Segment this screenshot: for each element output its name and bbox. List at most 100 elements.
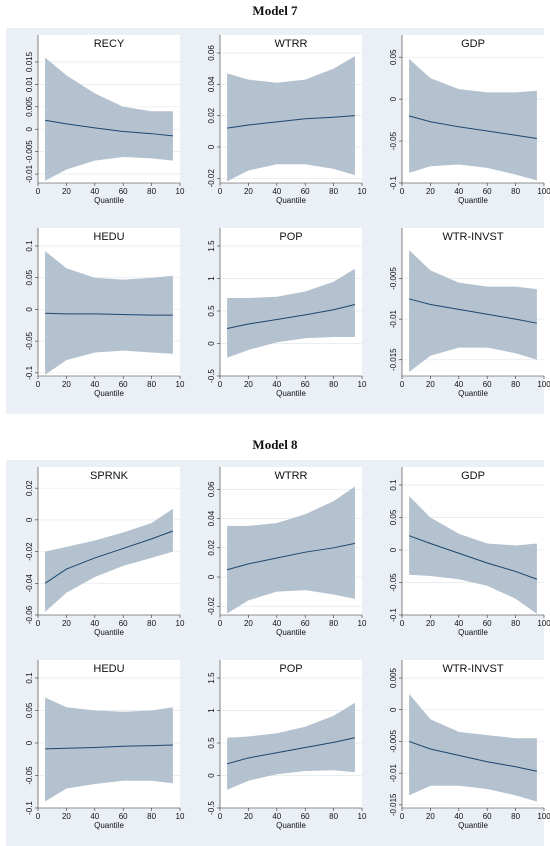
- panel-title: WTRR: [275, 38, 308, 50]
- estimate-line: [45, 744, 173, 750]
- y-tick-label: 0.005: [25, 96, 34, 117]
- x-axis-label: Quantile: [458, 389, 488, 398]
- x-tick-label: 60: [119, 380, 128, 389]
- confidence-band: [45, 57, 173, 181]
- x-tick-label: 80: [329, 812, 338, 821]
- confidence-band: [45, 251, 173, 375]
- x-tick-label: 40: [272, 380, 281, 389]
- y-tick-label: 0.02: [25, 480, 34, 496]
- estimate-line: [226, 737, 356, 765]
- x-tick-label: 10: [176, 380, 185, 389]
- panel-title: SPRNK: [90, 470, 129, 482]
- x-tick-label: 60: [301, 619, 310, 628]
- y-tick-label: 0: [207, 574, 216, 579]
- y-tick-label: -0.1: [25, 801, 34, 815]
- x-axis-label: Quantile: [94, 389, 124, 398]
- y-tick-label: 0: [25, 517, 34, 522]
- y-tick-label: 0.1: [25, 672, 34, 684]
- x-axis-label: Quantile: [458, 628, 488, 637]
- x-tick-label: 80: [329, 619, 338, 628]
- x-tick-label: 60: [119, 187, 128, 196]
- x-tick-label: 100: [537, 619, 550, 628]
- x-tick-label: 100: [537, 380, 550, 389]
- y-tick-label: -0.1: [389, 176, 398, 190]
- confidence-band: [227, 702, 355, 790]
- y-tick-label: 0.05: [25, 702, 34, 718]
- y-tick-label: -0.005: [25, 140, 34, 163]
- x-tick-label: 20: [62, 187, 71, 196]
- y-tick-label: -0.01: [389, 763, 398, 782]
- x-tick-label: 40: [90, 619, 99, 628]
- y-tick-label: -0.06: [25, 605, 34, 624]
- x-tick-label: 100: [537, 812, 550, 821]
- estimate-line: [408, 298, 537, 324]
- y-tick-label: -0.5: [207, 369, 216, 383]
- x-tick-label: 80: [511, 619, 520, 628]
- y-tick-label: 0.005: [389, 667, 398, 688]
- y-tick-label: 0.04: [207, 76, 216, 92]
- y-tick-label: 0: [25, 126, 34, 131]
- panel-title: WTR-INVST: [442, 231, 503, 243]
- x-tick-label: 0: [36, 380, 41, 389]
- x-tick-label: 40: [90, 380, 99, 389]
- y-tick-label: 0.02: [207, 539, 216, 555]
- x-tick-label: 40: [90, 812, 99, 821]
- x-tick-label: 60: [483, 380, 492, 389]
- y-tick-label: -0.1: [389, 608, 398, 622]
- y-tick-label: 0.04: [207, 510, 216, 526]
- panel-title: RECY: [94, 38, 125, 50]
- confidence-band: [45, 508, 173, 612]
- x-tick-label: 10: [176, 619, 185, 628]
- x-tick-label: 20: [426, 812, 435, 821]
- x-tick-label: 60: [119, 812, 128, 821]
- estimate-line: [408, 740, 538, 772]
- x-tick-label: 80: [147, 187, 156, 196]
- y-tick-label: -0.01: [389, 309, 398, 328]
- y-tick-label: -0.02: [207, 597, 216, 616]
- x-axis-label: Quantile: [276, 196, 306, 205]
- estimate-line: [226, 304, 356, 330]
- y-tick-label: -0.05: [25, 331, 34, 350]
- x-tick-label: 40: [272, 812, 281, 821]
- x-tick-label: 80: [147, 619, 156, 628]
- y-tick-label: -0.05: [389, 573, 398, 592]
- panel-title: POP: [279, 663, 302, 675]
- x-tick-label: 20: [244, 380, 253, 389]
- panel-title: GDP: [461, 38, 485, 50]
- y-tick-label: 1: [207, 708, 216, 713]
- estimate-line: [226, 542, 356, 571]
- y-tick-label: -0.005: [389, 267, 398, 290]
- x-tick-label: 0: [400, 187, 405, 196]
- x-tick-label: 0: [36, 619, 41, 628]
- model-heading: Model 8: [252, 437, 298, 452]
- x-tick-label: 60: [483, 619, 492, 628]
- model-heading: Model 7: [252, 3, 298, 18]
- x-tick-label: 10: [358, 812, 367, 821]
- x-tick-label: 60: [483, 187, 492, 196]
- y-tick-label: -0.005: [389, 730, 398, 753]
- x-tick-label: 80: [511, 812, 520, 821]
- x-tick-label: 10: [176, 187, 185, 196]
- y-tick-label: 0.06: [207, 45, 216, 61]
- estimate-line: [408, 535, 538, 580]
- y-tick-label: 0: [25, 307, 34, 312]
- x-tick-label: 10: [358, 619, 367, 628]
- confidence-band: [409, 693, 537, 802]
- x-axis-label: Quantile: [276, 628, 306, 637]
- panel-title: GDP: [461, 470, 485, 482]
- y-tick-label: 0: [207, 341, 216, 346]
- x-axis-label: Quantile: [94, 196, 124, 205]
- x-tick-label: 60: [483, 812, 492, 821]
- x-tick-label: 10: [358, 380, 367, 389]
- y-tick-label: 0.02: [207, 107, 216, 123]
- x-tick-label: 20: [426, 187, 435, 196]
- x-tick-label: 10: [358, 187, 367, 196]
- x-tick-label: 80: [511, 380, 520, 389]
- x-tick-label: 0: [400, 380, 405, 389]
- estimate-line: [45, 119, 173, 137]
- x-axis-label: Quantile: [276, 821, 306, 830]
- x-tick-label: 40: [90, 187, 99, 196]
- x-axis-label: Quantile: [458, 196, 488, 205]
- y-tick-label: 0: [25, 740, 34, 745]
